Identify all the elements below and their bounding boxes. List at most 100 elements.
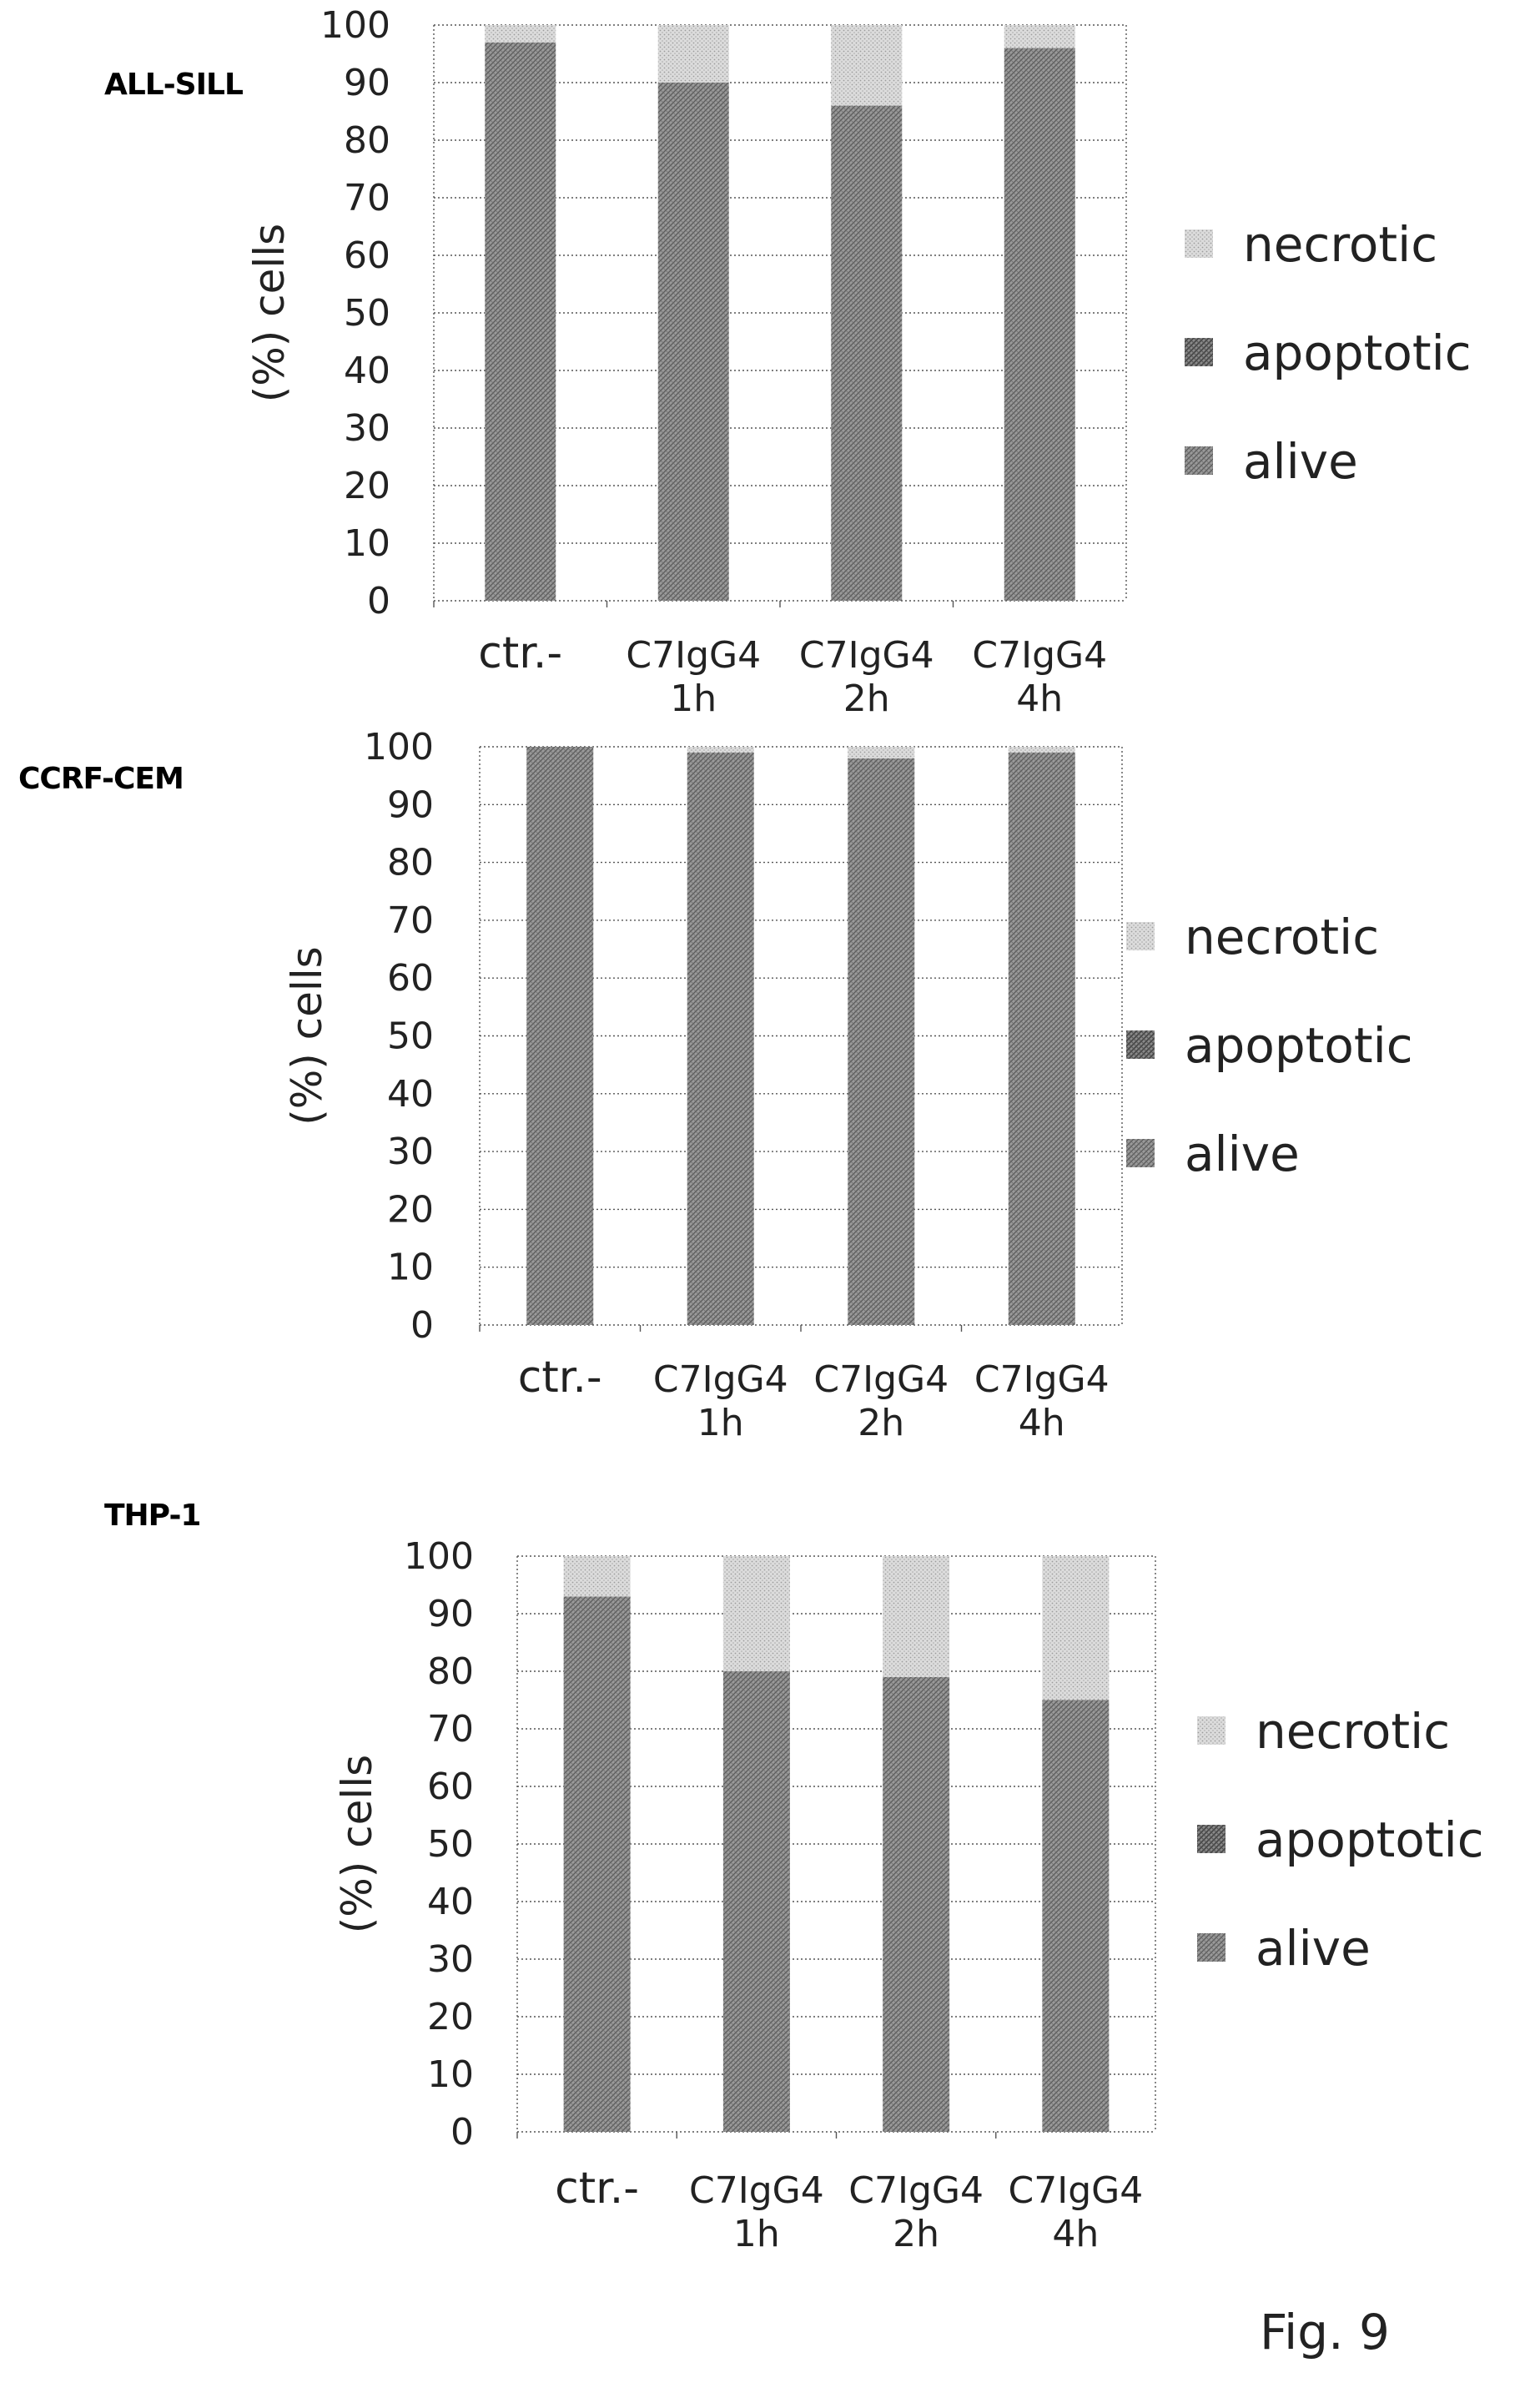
category-label: 2h <box>893 2213 939 2255</box>
y-tick-label: 0 <box>410 1304 434 1347</box>
category-label: 1h <box>733 2213 780 2255</box>
y-tick-label: 40 <box>427 1881 474 1923</box>
legend-label-alive: alive <box>1185 1126 1300 1182</box>
y-tick-label: 100 <box>364 726 434 768</box>
category-label: 4h <box>1016 678 1063 720</box>
y-tick-label: 40 <box>344 350 390 392</box>
bar-alive <box>1008 752 1075 1325</box>
legend-swatch-necrotic <box>1185 229 1213 258</box>
category-label: 2h <box>858 1402 904 1444</box>
legend-label-necrotic: necrotic <box>1256 1703 1450 1760</box>
bar-necrotic <box>1004 25 1075 48</box>
bar-necrotic <box>563 1556 631 1597</box>
y-tick-label: 80 <box>344 119 390 162</box>
category-label: C7IgG4 <box>974 1358 1110 1401</box>
legend-swatch-apoptotic <box>1197 1825 1225 1853</box>
bar-necrotic <box>485 25 556 43</box>
legend-swatch-alive <box>1126 1139 1155 1167</box>
legend-swatch-alive <box>1185 446 1213 475</box>
chart-ccrf-cem: 0 10 20 30 40 50 60 70 80 90 100 (%) cells ctr.- C7Ig… <box>283 726 1413 1444</box>
panel-title-ccrf-cem: CCRF-CEM <box>18 762 184 796</box>
bar-necrotic <box>1008 747 1075 753</box>
category-label: C7IgG4 <box>689 2169 824 2212</box>
bar-necrotic <box>1042 1556 1110 1700</box>
y-tick-label: 90 <box>387 783 434 826</box>
y-tick-label: 100 <box>320 4 390 47</box>
y-tick-label: 90 <box>427 1593 474 1635</box>
bar-alive <box>563 1596 631 2132</box>
y-tick-label: 0 <box>367 580 390 622</box>
legend-swatch-alive <box>1197 1933 1225 1962</box>
y-tick-label: 70 <box>427 1708 474 1751</box>
y-tick-label: 20 <box>387 1188 434 1231</box>
y-tick-label: 70 <box>387 899 434 942</box>
category-label: 2h <box>843 678 890 720</box>
chart-thp-1: 0 10 20 30 40 50 60 70 80 90 100 (%) cells ctr.- C7Ig… <box>333 1535 1484 2255</box>
bar-alive <box>722 1671 790 2132</box>
category-label: C7IgG4 <box>1009 2169 1144 2212</box>
chart-all-sill: 0 10 20 30 40 50 60 70 80 90 100 (%) cells ctr.- C7Ig… <box>245 4 1472 720</box>
bar-alive <box>883 1676 950 2132</box>
y-tick-label: 30 <box>387 1131 434 1173</box>
figure-caption: Fig. 9 <box>1260 2304 1390 2360</box>
legend-label-alive: alive <box>1256 1920 1371 1977</box>
category-label: 4h <box>1052 2213 1099 2255</box>
y-tick-label: 10 <box>387 1247 434 1289</box>
panel-title-thp-1: THP-1 <box>104 1499 200 1533</box>
category-label: C7IgG4 <box>626 634 761 677</box>
y-tick-label: 60 <box>387 957 434 1000</box>
bar-alive <box>657 83 729 601</box>
bar-alive <box>831 105 903 602</box>
y-tick-label: 10 <box>427 2053 474 2096</box>
bar-alive <box>485 42 556 601</box>
category-label: 4h <box>1019 1402 1065 1444</box>
category-label: ctr.- <box>478 628 562 678</box>
legend-label-alive: alive <box>1243 433 1358 490</box>
bar-alive <box>1004 48 1075 602</box>
bar-necrotic <box>687 747 754 753</box>
bar-necrotic <box>722 1556 790 1671</box>
y-tick-label: 50 <box>427 1823 474 1866</box>
y-tick-label: 50 <box>387 1015 434 1058</box>
y-tick-label: 30 <box>427 1938 474 1981</box>
y-tick-label: 20 <box>427 1996 474 2038</box>
legend-swatch-apoptotic <box>1185 338 1213 366</box>
y-tick-label: 80 <box>387 842 434 884</box>
y-axis-label: (%) cells <box>283 946 331 1126</box>
category-label: 1h <box>697 1402 744 1444</box>
bar-necrotic <box>831 25 903 106</box>
category-label: ctr.- <box>518 1353 602 1403</box>
category-label: C7IgG4 <box>972 634 1107 677</box>
bar-alive <box>526 747 594 1325</box>
y-axis-label: (%) cells <box>333 1755 381 1934</box>
legend-label-apoptotic: apoptotic <box>1185 1017 1413 1074</box>
y-tick-label: 70 <box>344 177 390 219</box>
y-axis-label: (%) cells <box>245 224 294 403</box>
bar-alive <box>1042 1700 1110 2132</box>
legend-label-apoptotic: apoptotic <box>1243 325 1472 381</box>
legend-swatch-apoptotic <box>1126 1030 1155 1059</box>
legend-swatch-necrotic <box>1197 1716 1225 1745</box>
category-label: C7IgG4 <box>799 634 934 677</box>
bar-alive <box>848 758 915 1325</box>
category-label: C7IgG4 <box>653 1358 788 1401</box>
y-tick-label: 100 <box>404 1535 474 1578</box>
y-tick-label: 10 <box>344 522 390 565</box>
panel-title-all-sill: ALL-SILL <box>104 68 243 102</box>
y-tick-label: 30 <box>344 407 390 450</box>
y-tick-label: 0 <box>450 2111 474 2154</box>
y-tick-label: 60 <box>344 234 390 277</box>
category-label: ctr.- <box>555 2164 639 2214</box>
y-tick-label: 50 <box>344 292 390 335</box>
legend-label-necrotic: necrotic <box>1243 216 1437 273</box>
y-tick-label: 20 <box>344 465 390 507</box>
bar-necrotic <box>657 25 729 83</box>
category-label: C7IgG4 <box>813 1358 949 1401</box>
y-tick-label: 90 <box>344 62 390 104</box>
y-tick-label: 60 <box>427 1766 474 1808</box>
bar-necrotic <box>848 747 915 758</box>
category-label: 1h <box>670 678 717 720</box>
legend-label-necrotic: necrotic <box>1185 909 1379 965</box>
legend-label-apoptotic: apoptotic <box>1256 1811 1484 1868</box>
